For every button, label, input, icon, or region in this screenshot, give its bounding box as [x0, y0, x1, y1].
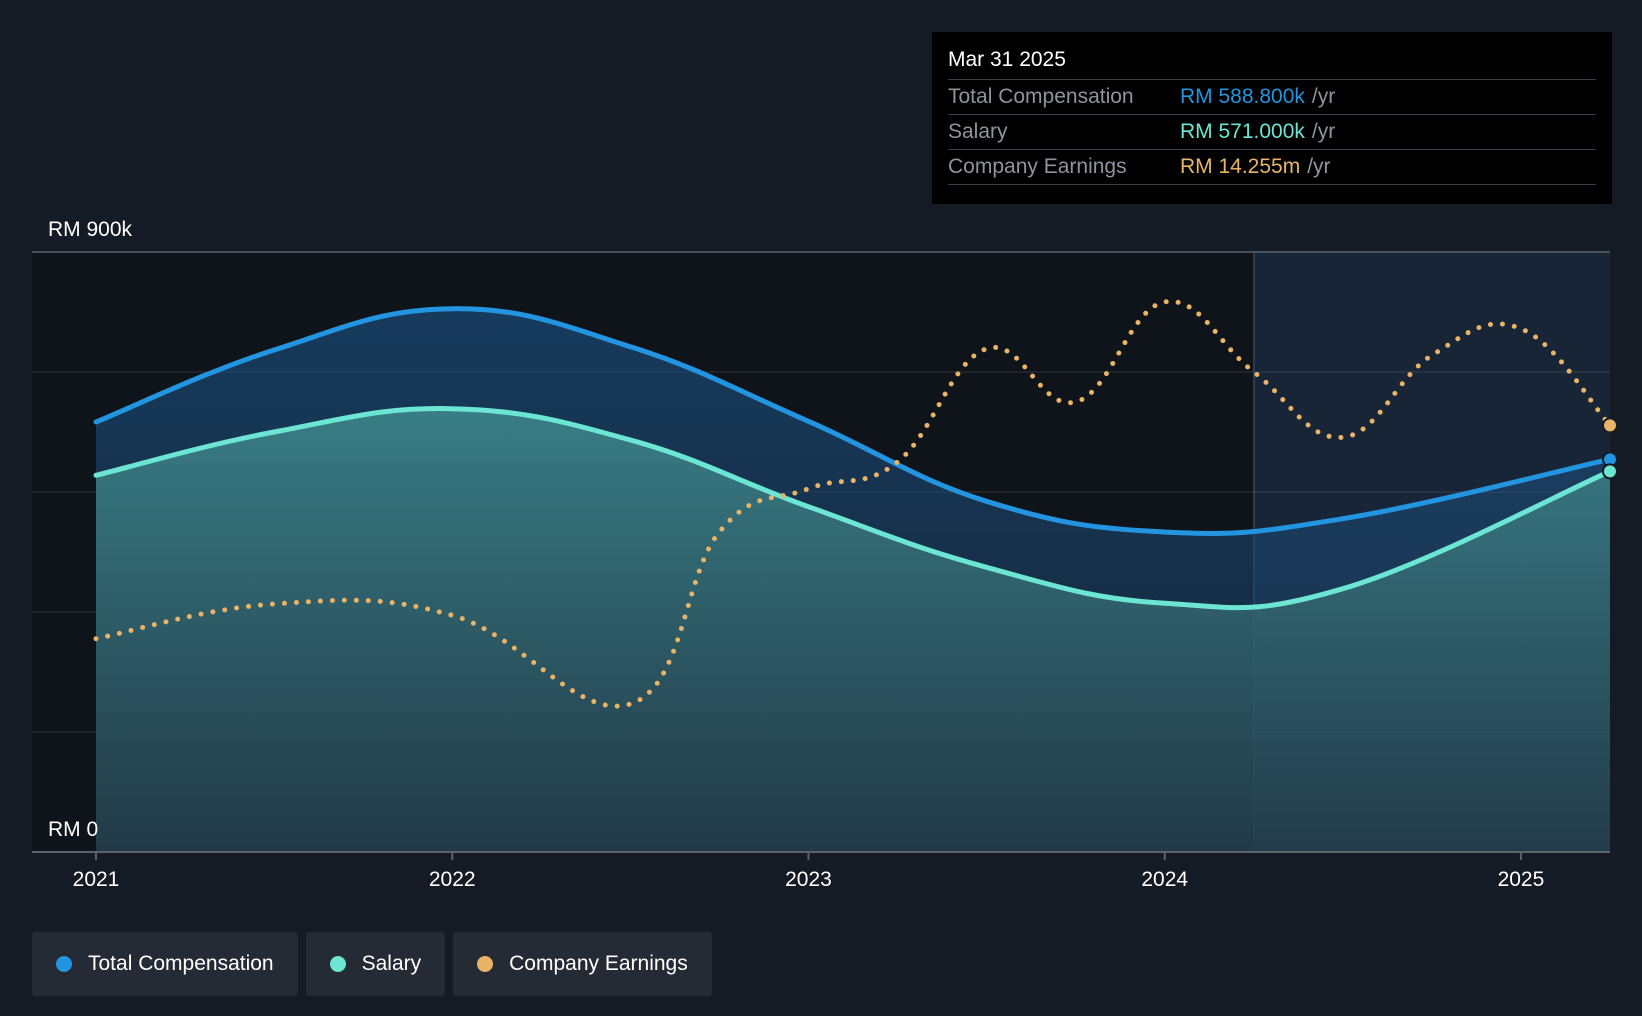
tooltip-unit: /yr [1307, 155, 1331, 178]
hover-tooltip: Mar 31 2025 Total Compensation RM 588.80… [932, 32, 1612, 204]
tooltip-unit: /yr [1311, 120, 1336, 143]
tooltip-row-total-compensation: Total Compensation RM 588.800k /yr [948, 79, 1596, 114]
tooltip-value: RM 571.000k [1180, 120, 1305, 143]
tooltip-date: Mar 31 2025 [948, 48, 1066, 71]
x-tick-label: 2024 [1141, 868, 1188, 891]
legend-dot-icon [56, 956, 72, 972]
company-earnings-line [93, 299, 1613, 709]
legend-dot-icon [477, 956, 494, 972]
tooltip-label: Company Earnings [948, 155, 1127, 178]
x-tick-label: 2023 [785, 868, 832, 891]
total-compensation-line [93, 306, 1613, 536]
salary-line [93, 406, 1613, 611]
tooltip-label: Total Compensation [948, 85, 1134, 108]
tooltip-row-company-earnings: Company Earnings RM 14.255m /yr [948, 149, 1596, 185]
y-tick-max: RM 900k [48, 218, 133, 241]
tooltip-value: RM 588.800k [1180, 85, 1305, 108]
series-end-marker [1602, 417, 1618, 434]
legend-item-salary[interactable]: Salary [305, 932, 446, 996]
chart-legend: Total Compensation Salary Company Earnin… [32, 932, 712, 996]
x-tick-label: 2025 [1498, 868, 1545, 891]
x-tick-label: 2022 [429, 868, 476, 891]
legend-item-total-compensation[interactable]: Total Compensation [32, 932, 298, 996]
tooltip-label: Salary [948, 120, 1008, 143]
tooltip-row-salary: Salary RM 571.000k /yr [948, 114, 1596, 149]
legend-item-company-earnings[interactable]: Company Earnings [453, 932, 712, 996]
legend-label: Company Earnings [509, 952, 688, 975]
tooltip-value: RM 14.255m [1180, 155, 1301, 178]
legend-label: Total Compensation [88, 952, 274, 975]
x-tick-label: 2021 [73, 868, 120, 891]
tooltip-unit: /yr [1311, 85, 1336, 108]
legend-dot-icon [329, 956, 346, 972]
salary-area [96, 408, 1610, 852]
y-tick-zero: RM 0 [48, 818, 98, 841]
legend-label: Salary [361, 952, 422, 975]
series-end-marker [1602, 463, 1618, 480]
